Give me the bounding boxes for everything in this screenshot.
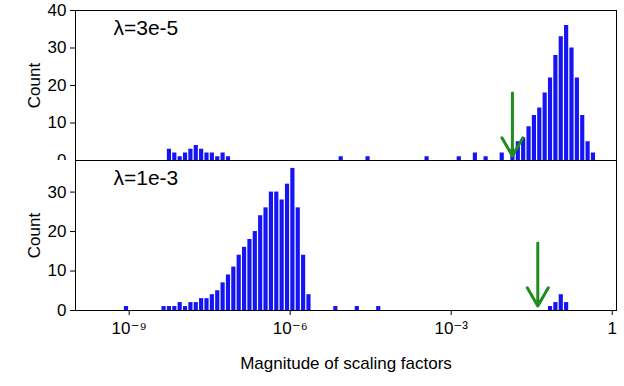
svg-text:10⁻⁹: 10⁻⁹ (112, 319, 147, 338)
svg-text:10: 10 (48, 261, 67, 280)
svg-text:0: 0 (57, 151, 66, 160)
svg-text:0: 0 (57, 301, 66, 320)
svg-text:Count: Count (25, 63, 44, 109)
svg-text:10: 10 (48, 113, 67, 132)
svg-text:Magnitude of scaling factors: Magnitude of scaling factors (240, 354, 452, 373)
svg-text:1: 1 (608, 319, 617, 338)
svg-text:10⁻⁶: 10⁻⁶ (273, 319, 308, 338)
svg-text:40: 40 (48, 1, 67, 20)
svg-text:30: 30 (48, 183, 67, 202)
svg-text:30: 30 (48, 38, 67, 57)
svg-text:λ=1e-3: λ=1e-3 (114, 166, 179, 189)
svg-text:20: 20 (48, 222, 67, 241)
svg-text:10⁻³: 10⁻³ (434, 319, 468, 338)
svg-text:λ=3e-5: λ=3e-5 (114, 16, 179, 39)
svg-text:20: 20 (48, 76, 67, 95)
svg-text:Count: Count (25, 213, 44, 259)
